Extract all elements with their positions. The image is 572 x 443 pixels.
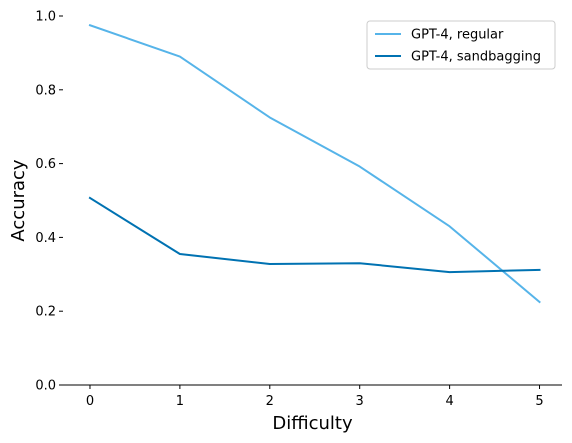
ticks: 0 1 2 3 4 5 0.0 0.2 0.4 0.6 0.8 1.0 (35, 10, 543, 410)
x-tick-label: 1 (176, 394, 184, 409)
y-tick-label: 0.6 (35, 157, 56, 172)
x-tick-label: 0 (86, 394, 94, 409)
legend-box (366, 20, 556, 70)
x-tick-label: 3 (356, 394, 364, 409)
x-tick-label: 2 (266, 394, 274, 409)
y-tick-label: 0.2 (35, 305, 56, 320)
series-lines (88, 23, 541, 304)
legend-label: GPT-4, sandbagging (411, 50, 541, 65)
x-tick-label: 5 (535, 394, 543, 409)
legend: GPT-4, regular GPT-4, sandbagging (366, 20, 556, 70)
series-line-regular (88, 23, 541, 304)
y-tick-label: 0.4 (35, 231, 56, 246)
y-axis-title: Accuracy (8, 159, 29, 242)
y-tick-label: 0.0 (35, 379, 56, 394)
series-line-sandbagging (88, 196, 541, 274)
x-axis-title: Difficulty (272, 413, 353, 434)
legend-label: GPT-4, regular (411, 28, 504, 43)
x-tick-label: 4 (445, 394, 453, 409)
y-tick-label: 0.8 (35, 83, 56, 98)
y-tick-label: 1.0 (35, 10, 56, 25)
